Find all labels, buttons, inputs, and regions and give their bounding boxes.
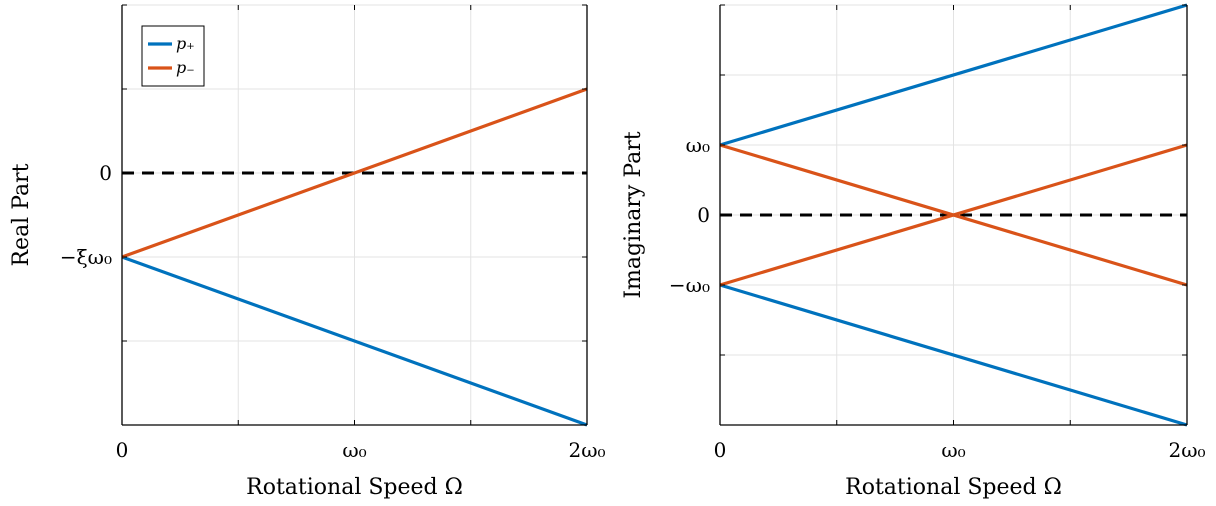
y-tick-label: −ω₀: [669, 273, 710, 297]
series-line-3: [719, 143, 1188, 287]
series-line-0: [121, 255, 588, 427]
x-axis-title: Rotational Speed Ω: [246, 475, 463, 500]
y-tick-label: 0: [99, 161, 112, 185]
x-tick-label: 0: [116, 438, 129, 462]
y-axis-title: Real Part: [9, 163, 34, 266]
x-tick-label: 2ω₀: [568, 438, 605, 462]
y-tick-label: 0: [697, 203, 710, 227]
imaginary-part-chart: 0 ω₀ 2ω₀ −ω₀ 0 ω₀ Rotational Speed Ω Imaginary …: [621, 3, 1206, 500]
series-line-0: [719, 3, 1188, 147]
x-tick-label: 0: [714, 438, 727, 462]
x-tick-label: ω₀: [941, 438, 965, 462]
y-tick-label: ω₀: [686, 133, 710, 157]
legend-entry-label: p₊: [176, 34, 195, 53]
legend: p₊ p₋: [141, 25, 205, 87]
legend-box: [141, 25, 205, 87]
x-axis-title: Rotational Speed Ω: [845, 475, 1062, 500]
x-tick-label: ω₀: [342, 438, 366, 462]
x-tick-label: 2ω₀: [1168, 438, 1205, 462]
y-axis-title: Imaginary Part: [621, 131, 646, 298]
series-line-1: [719, 283, 1188, 427]
series-line-1: [121, 87, 588, 259]
legend-entry-label: p₋: [176, 58, 195, 77]
y-tick-label: −ξω₀: [60, 245, 112, 269]
real-part-chart: 0 ω₀ 2ω₀ −ξω₀ 0 Rotational Speed Ω Real Part p₊…: [9, 4, 606, 500]
